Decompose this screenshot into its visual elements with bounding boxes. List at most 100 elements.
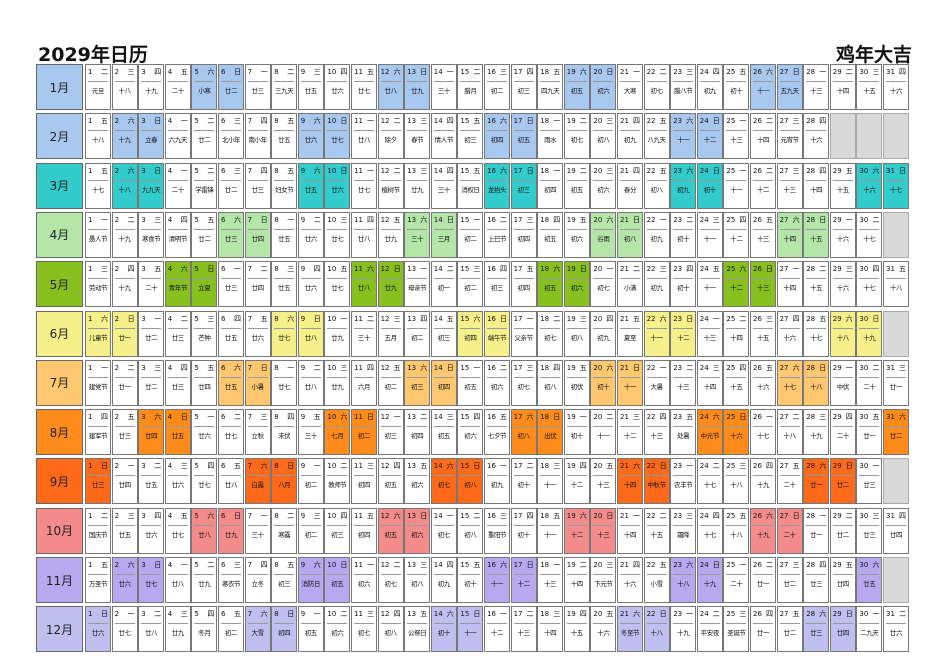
day-cell: 10 六七月 <box>324 409 351 456</box>
lunar-date: 十三 <box>597 481 610 490</box>
lunar-date: 十九 <box>756 481 770 490</box>
weekday-char: 三 <box>367 462 374 471</box>
weekday-char: 三 <box>500 68 507 76</box>
weekday-char: 三 <box>766 314 773 323</box>
weekday-char: 二 <box>207 166 215 175</box>
weekday-char: 六 <box>819 610 827 619</box>
day-number: 7 <box>247 363 253 372</box>
weekday-char: 六 <box>500 117 507 126</box>
day-number: 4 <box>167 462 173 471</box>
day-number: 11 <box>354 215 363 224</box>
day-number: 18 <box>540 117 550 126</box>
day-number: 6 <box>221 363 226 372</box>
day-cell: 13 四初二 <box>404 310 431 357</box>
day-cell: 10 三廿九 <box>324 359 351 406</box>
lunar-date: 廿九 <box>411 185 424 194</box>
weekday-char: 二 <box>393 117 401 126</box>
day-cell: 24 四初九 <box>696 64 723 110</box>
day-number: 27 <box>779 68 789 76</box>
weekday-char: 日 <box>420 68 428 76</box>
day-number: 16 <box>487 413 496 422</box>
lunar-date: 立夏 <box>198 284 211 293</box>
day-number: 20 <box>593 117 603 126</box>
day-cell: 15 六初四 <box>457 310 484 357</box>
lunar-date: 十八 <box>889 284 903 293</box>
day-number: 16 <box>487 561 496 569</box>
day-number: 26 <box>753 215 762 224</box>
day-number: 14 <box>433 166 443 175</box>
lunar-date: 二十 <box>171 185 185 194</box>
day-cell: 11 二三十 <box>351 310 377 357</box>
weekday-char: 一 <box>819 68 827 76</box>
weekday-char: 三 <box>500 511 507 520</box>
lunar-date: 十五 <box>570 629 584 638</box>
day-number: 3 <box>141 511 146 520</box>
day-cell: 4 一廿八 <box>164 557 191 603</box>
day-cell: 2 五廿三 <box>111 409 138 456</box>
day-number: 15 <box>460 462 470 471</box>
weekday-char: 一 <box>101 363 108 372</box>
day-cell: 24 五十一 <box>696 261 723 308</box>
day-number: 29 <box>832 215 842 224</box>
lunar-date: 寒食节 <box>142 234 161 243</box>
weekday-char: 二 <box>340 462 348 471</box>
weekday-char: 六 <box>154 413 162 422</box>
weekday-char: 六 <box>686 117 694 126</box>
day-cell: 10 日初五 <box>324 557 351 603</box>
day-cell: 17 三初七 <box>510 359 537 406</box>
lunar-date: 小暑 <box>251 382 264 391</box>
day-cell: 26 五十六 <box>750 359 776 406</box>
weekday-char: 三 <box>260 413 268 422</box>
lunar-date: 初二 <box>411 333 424 342</box>
weekday-char: 五 <box>101 561 108 569</box>
day-cell: 5 三芒种 <box>191 310 218 357</box>
weekday-char: 四 <box>420 314 428 323</box>
weekday-char: 六 <box>101 314 108 323</box>
lunar-date: 廿八 <box>304 333 318 342</box>
day-cell: 4 一二十 <box>164 162 191 209</box>
lunar-date: 廿八 <box>145 629 158 638</box>
lunar-date: 初二 <box>490 87 504 95</box>
weekday-char: 日 <box>473 610 481 619</box>
weekday-char: 四 <box>340 68 348 76</box>
lunar-date: 十三 <box>677 382 690 391</box>
day-cell: 20 三初八 <box>590 113 617 160</box>
day-number: 14 <box>433 215 443 224</box>
day-number: 19 <box>566 215 576 224</box>
lunar-date: 龙抬头 <box>487 185 507 194</box>
day-number: 18 <box>540 363 550 372</box>
weekday-char: 五 <box>606 610 614 619</box>
day-cell: 15 三初二 <box>457 261 484 308</box>
lunar-date: 立春 <box>145 136 158 145</box>
day-number: 6 <box>221 215 226 224</box>
weekday-char: 日 <box>367 413 374 422</box>
weekday-char: 一 <box>420 265 428 274</box>
day-cell: 4 日廿五 <box>164 409 191 456</box>
weekday-char: 三 <box>473 265 481 274</box>
weekday-char: 六 <box>500 166 507 175</box>
day-cell: 19 六初五 <box>563 64 590 110</box>
day-cell: 2 二十九 <box>111 211 138 258</box>
lunar-date: 初六 <box>331 629 344 638</box>
lunar-date: 廿六 <box>304 284 318 293</box>
day-cell: 30 一廿三 <box>856 458 883 505</box>
month-label: 5月 <box>36 261 83 308</box>
weekday-char: 日 <box>234 511 241 520</box>
lunar-date: 十二 <box>730 234 743 243</box>
weekday-char: 四 <box>739 363 747 372</box>
weekday-char: 五 <box>659 117 667 126</box>
day-cell: 31 三廿一 <box>883 359 909 406</box>
day-cell: 13 三初八 <box>404 557 431 603</box>
weekday-char: 一 <box>659 363 667 372</box>
day-number: 2 <box>114 314 120 323</box>
lunar-date: 初五 <box>384 530 397 539</box>
day-number: 20 <box>593 610 603 619</box>
lunar-date: 十九 <box>810 432 823 441</box>
day-number: 24 <box>699 462 709 471</box>
day-number: 29 <box>832 314 842 323</box>
weekday-char: 四 <box>633 561 640 569</box>
day-cell: 18 一十三 <box>537 557 564 603</box>
weekday-char: 六 <box>739 265 747 274</box>
day-cell: 2 三廿五 <box>111 507 138 554</box>
lunar-date: 十五 <box>650 530 663 539</box>
